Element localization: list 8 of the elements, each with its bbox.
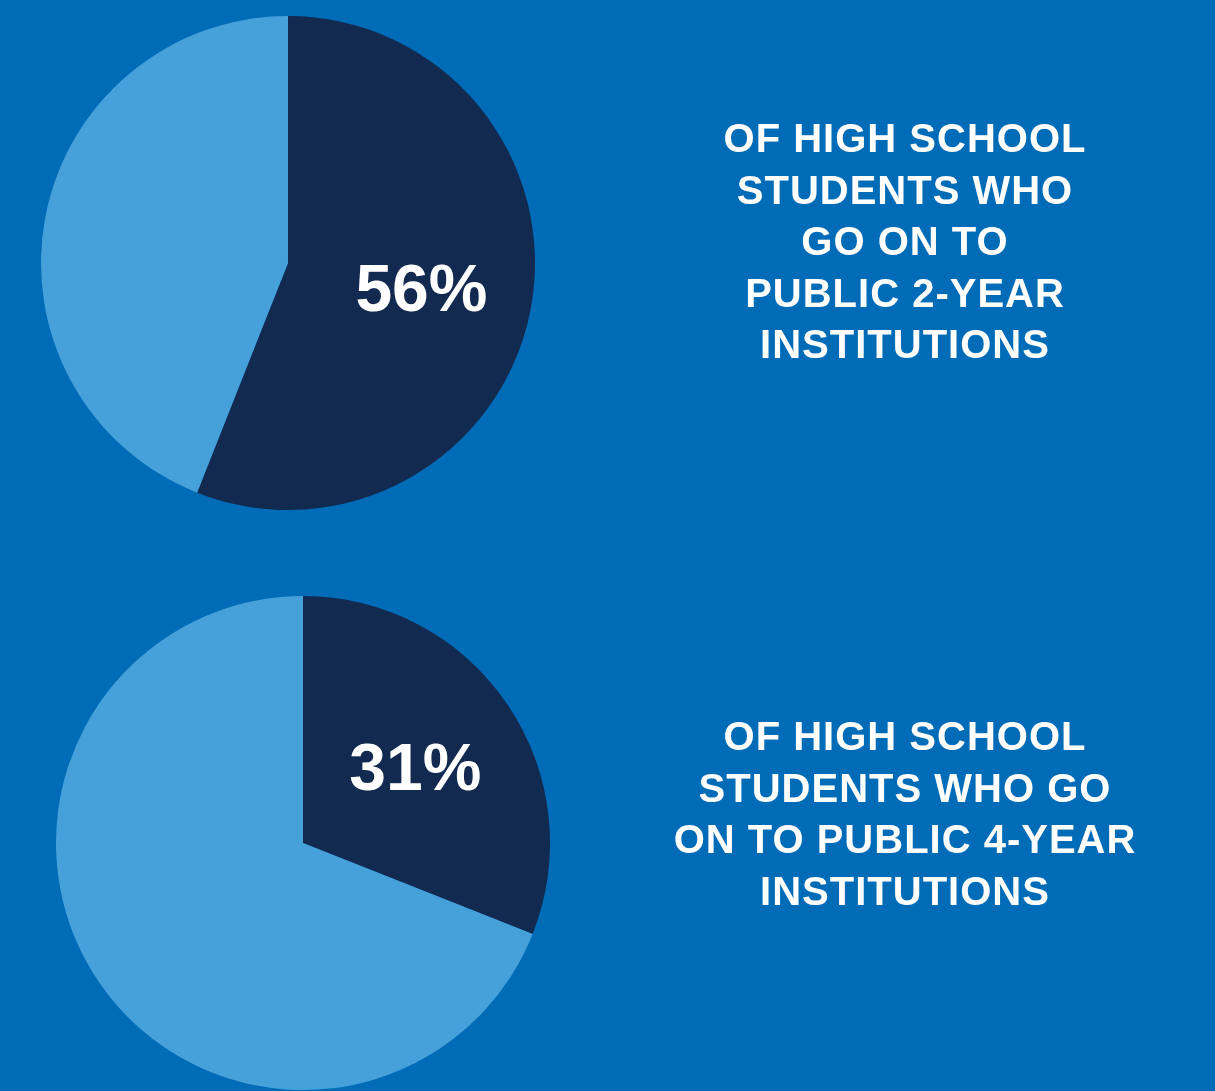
data-label: 56% [355, 251, 488, 326]
pie-slice [197, 16, 535, 510]
text: OF HIGH SCHOOL STUDENTS WHO GO ON TO PUBLIC 4-YEAR INSTITUTIONS [673, 714, 1137, 913]
pie-slice [56, 596, 533, 1090]
pie-slice [303, 596, 550, 934]
text: OF HIGH SCHOOL STUDENTS WHO GO ON TO PUBLIC 2-YEAR INSTITUTIONS [723, 116, 1087, 366]
pie-slice [41, 16, 288, 493]
data-label: 31% [349, 729, 482, 804]
